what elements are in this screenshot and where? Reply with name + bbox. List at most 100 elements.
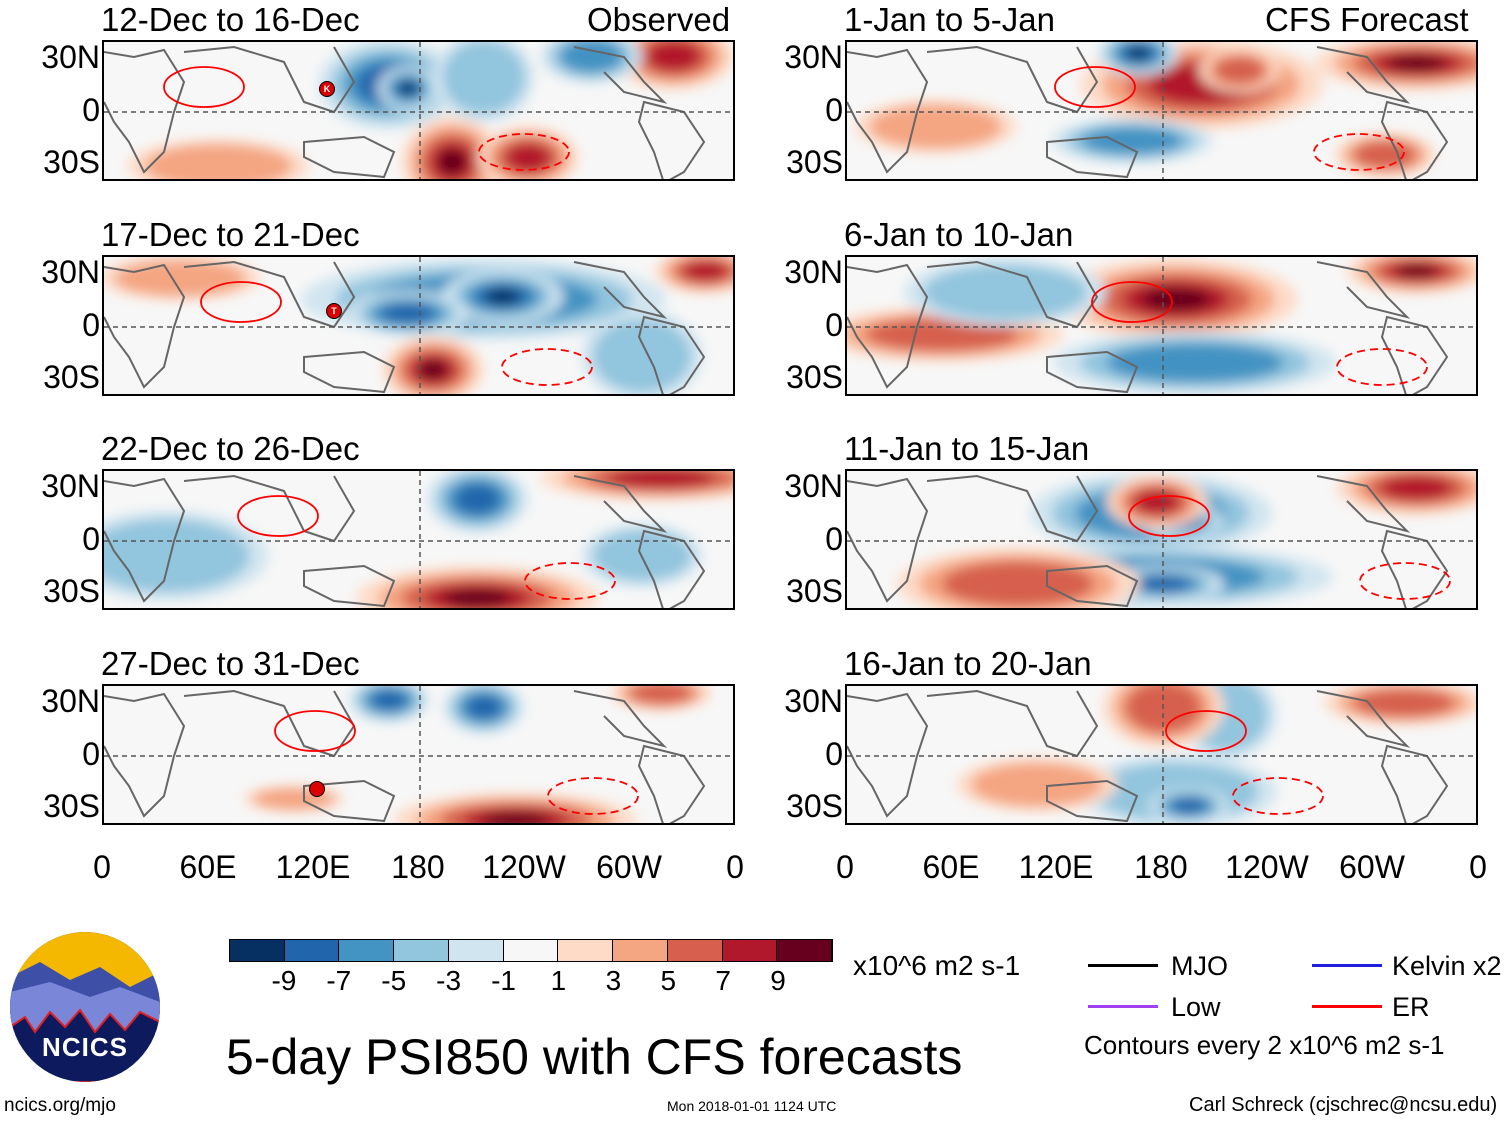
map-panel <box>102 40 735 181</box>
psi-anomaly <box>869 104 1002 149</box>
lat-label: 30N <box>41 39 100 75</box>
contour-note: Contours every 2 x10^6 m2 s-1 <box>1084 1030 1445 1060</box>
colorbar-tick-label: 7 <box>715 965 731 996</box>
logo-text: NCICS <box>42 1032 128 1062</box>
psi-anomaly <box>437 149 467 175</box>
colorbar-tick-label: -5 <box>381 965 407 996</box>
map-panel <box>102 255 735 396</box>
psi-anomaly <box>1381 476 1453 500</box>
psi-anomaly <box>592 319 692 393</box>
tropical-cyclone-marker <box>309 781 325 797</box>
colorbar-swatch <box>448 940 504 961</box>
lat-label: 0 <box>825 736 843 772</box>
lat-label: 30N <box>784 39 843 75</box>
lon-label: 0 <box>726 849 744 885</box>
lat-label: 30S <box>43 573 100 609</box>
er-contour <box>274 710 356 752</box>
legend-kelvin: Kelvin x2 <box>1392 951 1502 981</box>
colorbar-tick-label: -3 <box>436 965 462 996</box>
colorbar-tick-label: 9 <box>770 965 786 996</box>
coastlines <box>847 474 1449 608</box>
lat-label: 0 <box>825 92 843 128</box>
psi-anomaly <box>922 264 1088 320</box>
lat-label: 30S <box>43 144 100 180</box>
psi850-map <box>847 42 1476 179</box>
psi-anomaly <box>443 589 512 607</box>
lon-label: 0 <box>1469 849 1487 885</box>
psi850-map <box>104 257 733 394</box>
coastlines <box>104 474 706 608</box>
map-panel <box>845 684 1478 825</box>
map-panel <box>845 255 1478 396</box>
colorbar-swatch <box>394 940 449 961</box>
colorbar-tick-label: -1 <box>491 965 516 996</box>
psi-anomaly <box>505 143 551 172</box>
tropical-cyclone-marker: K <box>319 81 335 97</box>
lon-label: 0 <box>836 849 854 885</box>
map-panel <box>102 469 735 610</box>
colorbar-swatch <box>339 940 395 961</box>
psi-anomaly <box>1388 55 1446 71</box>
psi-anomaly <box>104 518 250 593</box>
figure-title: 5-day PSI850 with CFS forecasts <box>226 1029 963 1085</box>
colorbar-tick-label: 5 <box>660 965 677 996</box>
lat-label: 0 <box>825 307 843 343</box>
er-contour-negative <box>501 348 593 386</box>
er-contour-negative <box>1359 562 1451 600</box>
psi-anomaly <box>1353 688 1455 718</box>
coastlines <box>847 689 1449 823</box>
er-contour <box>200 281 282 323</box>
legend-er: ER <box>1392 992 1430 1022</box>
psi-anomaly <box>1125 686 1202 733</box>
psi-anomaly <box>1214 56 1265 85</box>
lon-label: 120E <box>275 849 351 885</box>
panel-title: 6-Jan to 10-Jan <box>844 216 1074 253</box>
legend-low-line <box>1088 1005 1158 1008</box>
psi-anomaly <box>399 82 417 95</box>
psi850-map <box>104 42 733 179</box>
psi-anomaly <box>481 812 550 823</box>
psi-anomaly <box>865 317 1018 352</box>
psi850-map <box>847 686 1476 823</box>
psi-anomaly <box>381 303 435 324</box>
author: Carl Schreck (cjschrec@ncsu.edu) <box>1189 1094 1498 1116</box>
lon-label: 120W <box>482 849 566 885</box>
coastlines <box>847 260 1449 394</box>
er-contour-negative <box>1232 777 1324 815</box>
psi-anomaly <box>1353 140 1417 169</box>
colorbar <box>229 939 833 962</box>
psi-anomaly <box>629 686 693 705</box>
map-panel <box>845 40 1478 181</box>
er-contour-negative <box>1336 348 1428 386</box>
psi-anomaly <box>485 288 520 305</box>
lat-label: 30N <box>41 683 100 719</box>
ncics-logo: NCICS <box>10 932 160 1082</box>
lat-label: 30N <box>41 468 100 504</box>
panel-title: 11-Jan to 15-Jan <box>844 430 1090 467</box>
er-contour-negative <box>478 133 570 171</box>
colorbar-swatch <box>667 940 723 961</box>
legend-er-line <box>1312 1005 1382 1008</box>
lat-label: 30N <box>784 254 843 290</box>
colorbar-swatch <box>558 940 614 961</box>
panel-title: 12-Dec to 16-Dec <box>101 1 360 38</box>
psi-anomaly <box>607 471 715 488</box>
lon-label: 0 <box>93 849 111 885</box>
panel-title: 17-Dec to 21-Dec <box>101 216 360 253</box>
psi-anomaly <box>371 690 407 710</box>
psi-anomaly <box>1081 126 1183 155</box>
lon-label: 60W <box>596 849 662 885</box>
coastlines <box>104 260 706 394</box>
url-link[interactable]: ncics.org/mjo <box>4 1095 116 1116</box>
psi-anomaly <box>1396 264 1437 278</box>
er-contour <box>1054 66 1136 108</box>
map-panel <box>845 469 1478 610</box>
lat-label: 30S <box>786 788 843 824</box>
lon-label: 180 <box>391 849 445 885</box>
map-panel <box>102 684 735 825</box>
colorbar-tick-label: 1 <box>550 965 567 996</box>
lat-label: 30N <box>784 683 843 719</box>
lon-label: 60W <box>1339 849 1405 885</box>
colorbar-swatch <box>613 940 668 961</box>
legend-mjo-line <box>1088 964 1158 967</box>
